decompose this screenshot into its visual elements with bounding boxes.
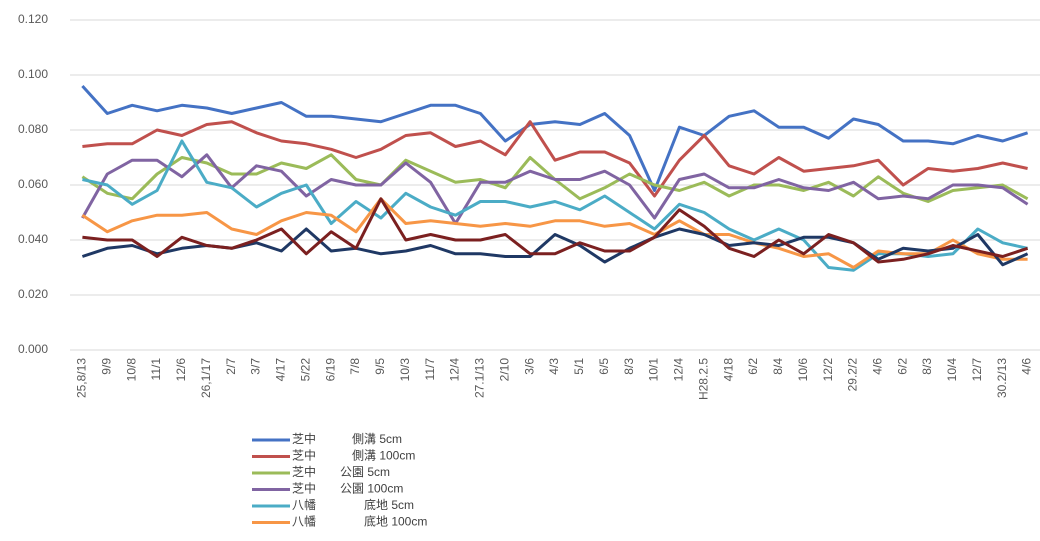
x-tick-label: 4/3 bbox=[547, 358, 561, 375]
x-tick-label: 12/4 bbox=[672, 358, 686, 382]
y-tick-label: 0.100 bbox=[18, 67, 48, 81]
x-tick-label: 6/2 bbox=[895, 358, 909, 375]
x-tick-label: 10/3 bbox=[398, 358, 412, 382]
x-tick-label: 2/10 bbox=[497, 358, 511, 382]
x-tick-label: 12/7 bbox=[970, 358, 984, 382]
legend-label: 八幡 底地 5cm bbox=[292, 497, 414, 512]
x-tick-label: 4/6 bbox=[871, 358, 885, 375]
y-tick-label: 0.040 bbox=[18, 232, 48, 246]
legend-label: 芝中 側溝 5cm bbox=[292, 431, 402, 446]
x-tick-label: 7/8 bbox=[348, 358, 362, 375]
x-tick-label: 10/1 bbox=[647, 358, 661, 382]
x-tick-label: 4/6 bbox=[1020, 358, 1034, 375]
x-tick-label: 6/2 bbox=[746, 358, 760, 375]
series-line bbox=[82, 120, 1028, 198]
x-tick-label: 25,8/13 bbox=[75, 358, 89, 398]
legend-label: 芝中 側溝 100cm bbox=[292, 448, 415, 463]
x-tick-label: 6/19 bbox=[323, 358, 337, 382]
y-tick-label: 0.020 bbox=[18, 287, 48, 301]
x-tick-label: 9/9 bbox=[99, 358, 113, 375]
legend-label: 芝中 公園 100cm bbox=[292, 481, 403, 496]
x-tick-label: 4/17 bbox=[274, 358, 288, 382]
x-tick-label: 2/7 bbox=[224, 358, 238, 375]
x-tick-label: 8/3 bbox=[622, 358, 636, 375]
legend-label: 芝中 公園 5cm bbox=[292, 464, 390, 479]
x-tick-label: 27.1/13 bbox=[473, 358, 487, 398]
x-tick-label: 29.2/2 bbox=[846, 358, 860, 392]
x-tick-label: H28.2.5 bbox=[696, 358, 710, 400]
x-tick-label: 9/5 bbox=[373, 358, 387, 375]
x-tick-label: 6/5 bbox=[597, 358, 611, 375]
x-tick-label: 10/6 bbox=[796, 358, 810, 382]
x-tick-label: 8/4 bbox=[771, 358, 785, 375]
x-tick-label: 3/6 bbox=[522, 358, 536, 375]
x-tick-label: 30.2/13 bbox=[995, 358, 1009, 398]
x-tick-label: 10/8 bbox=[124, 358, 138, 382]
legend-label: 八幡 底地 100cm bbox=[292, 514, 427, 529]
series-line bbox=[82, 197, 1029, 264]
y-tick-label: 0.000 bbox=[18, 342, 48, 356]
y-tick-label: 0.080 bbox=[18, 122, 48, 136]
y-tick-label: 0.060 bbox=[18, 177, 48, 191]
x-tick-label: 12/6 bbox=[174, 358, 188, 382]
x-tick-label: 5/1 bbox=[572, 358, 586, 375]
x-tick-label: 11/7 bbox=[423, 358, 437, 381]
y-tick-label: 0.120 bbox=[18, 12, 48, 26]
x-tick-label: 12/4 bbox=[448, 358, 462, 382]
x-tick-label: 3/7 bbox=[249, 358, 263, 375]
x-tick-label: 5/22 bbox=[298, 358, 312, 382]
series-line bbox=[82, 139, 1028, 272]
x-tick-label: 10/4 bbox=[945, 358, 959, 382]
x-tick-label: 11/1 bbox=[149, 358, 163, 381]
series-line bbox=[81, 84, 1029, 192]
x-tick-label: 12/2 bbox=[821, 358, 835, 382]
x-tick-label: 8/3 bbox=[920, 358, 934, 375]
series-line bbox=[81, 153, 1029, 225]
x-tick-label: 26,1/17 bbox=[199, 358, 213, 398]
x-tick-label: 4/18 bbox=[721, 358, 735, 382]
